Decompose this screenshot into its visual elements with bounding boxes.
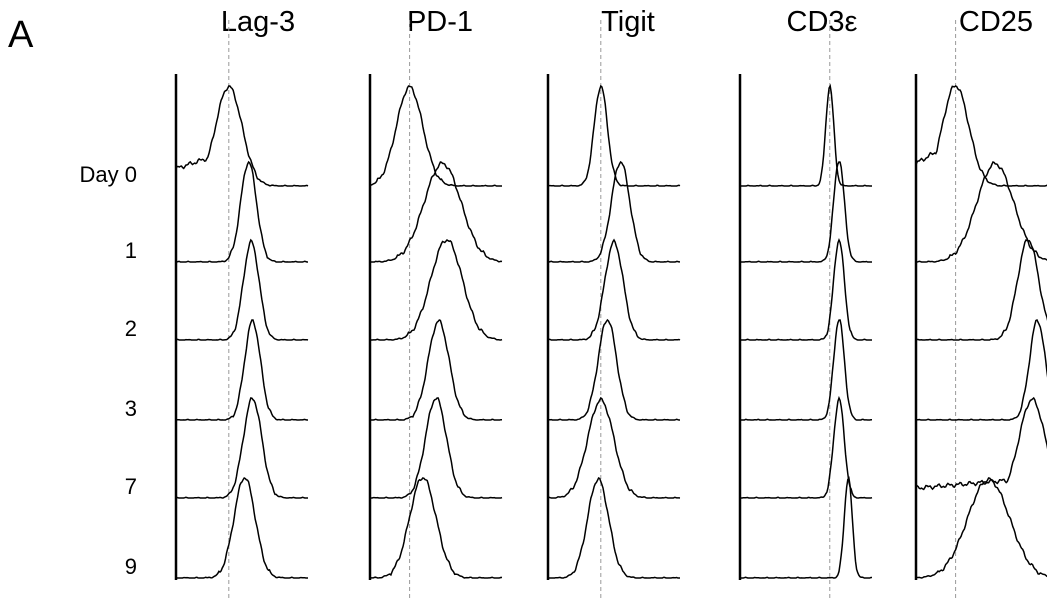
histogram-curve [370,319,502,421]
day-label: 1 [124,238,137,263]
marker-title: CD25 [958,6,1034,38]
histogram-curve [740,395,873,499]
histogram-curve [370,239,503,341]
histogram-curve [370,161,503,263]
day-label: Day 0 [79,162,137,187]
histogram-curve [175,160,308,263]
histogram-curve [547,477,680,579]
histogram-curve [547,160,680,263]
histogram-curve [739,83,872,187]
histogram-curve [915,477,1047,579]
day-label: 9 [124,554,137,579]
histogram-curve [740,238,872,341]
histogram-curve [740,476,872,579]
marker-title: Lag-3 [220,6,296,38]
histogram-curve [175,477,308,579]
histogram-curve [916,161,1047,263]
histogram-curve [740,161,872,263]
marker-title: CD3ε [786,6,858,38]
marker-title: Tigit [601,6,655,38]
histogram-curve [175,397,308,499]
histogram-curve [175,85,309,187]
histogram-curve [915,396,1047,491]
histogram-curve [369,477,503,579]
day-label: 2 [124,316,137,341]
histogram-curve [175,238,309,341]
day-label: 7 [124,474,137,499]
histogram-curve [915,319,1047,421]
marker-title: PD-1 [406,6,474,38]
histogram-curve [370,397,503,499]
histogram-curve [915,85,1047,187]
histogram-curve [547,396,681,499]
histogram-curve [547,84,681,187]
histogram-curve [740,319,872,421]
day-label: 3 [124,396,137,421]
histogram-curve [369,85,502,187]
histogram-curve [547,238,681,341]
panel-letter: A [8,14,34,56]
histogram-curve [915,238,1047,341]
histogram-curve [547,318,680,421]
histogram-curve [175,319,308,421]
